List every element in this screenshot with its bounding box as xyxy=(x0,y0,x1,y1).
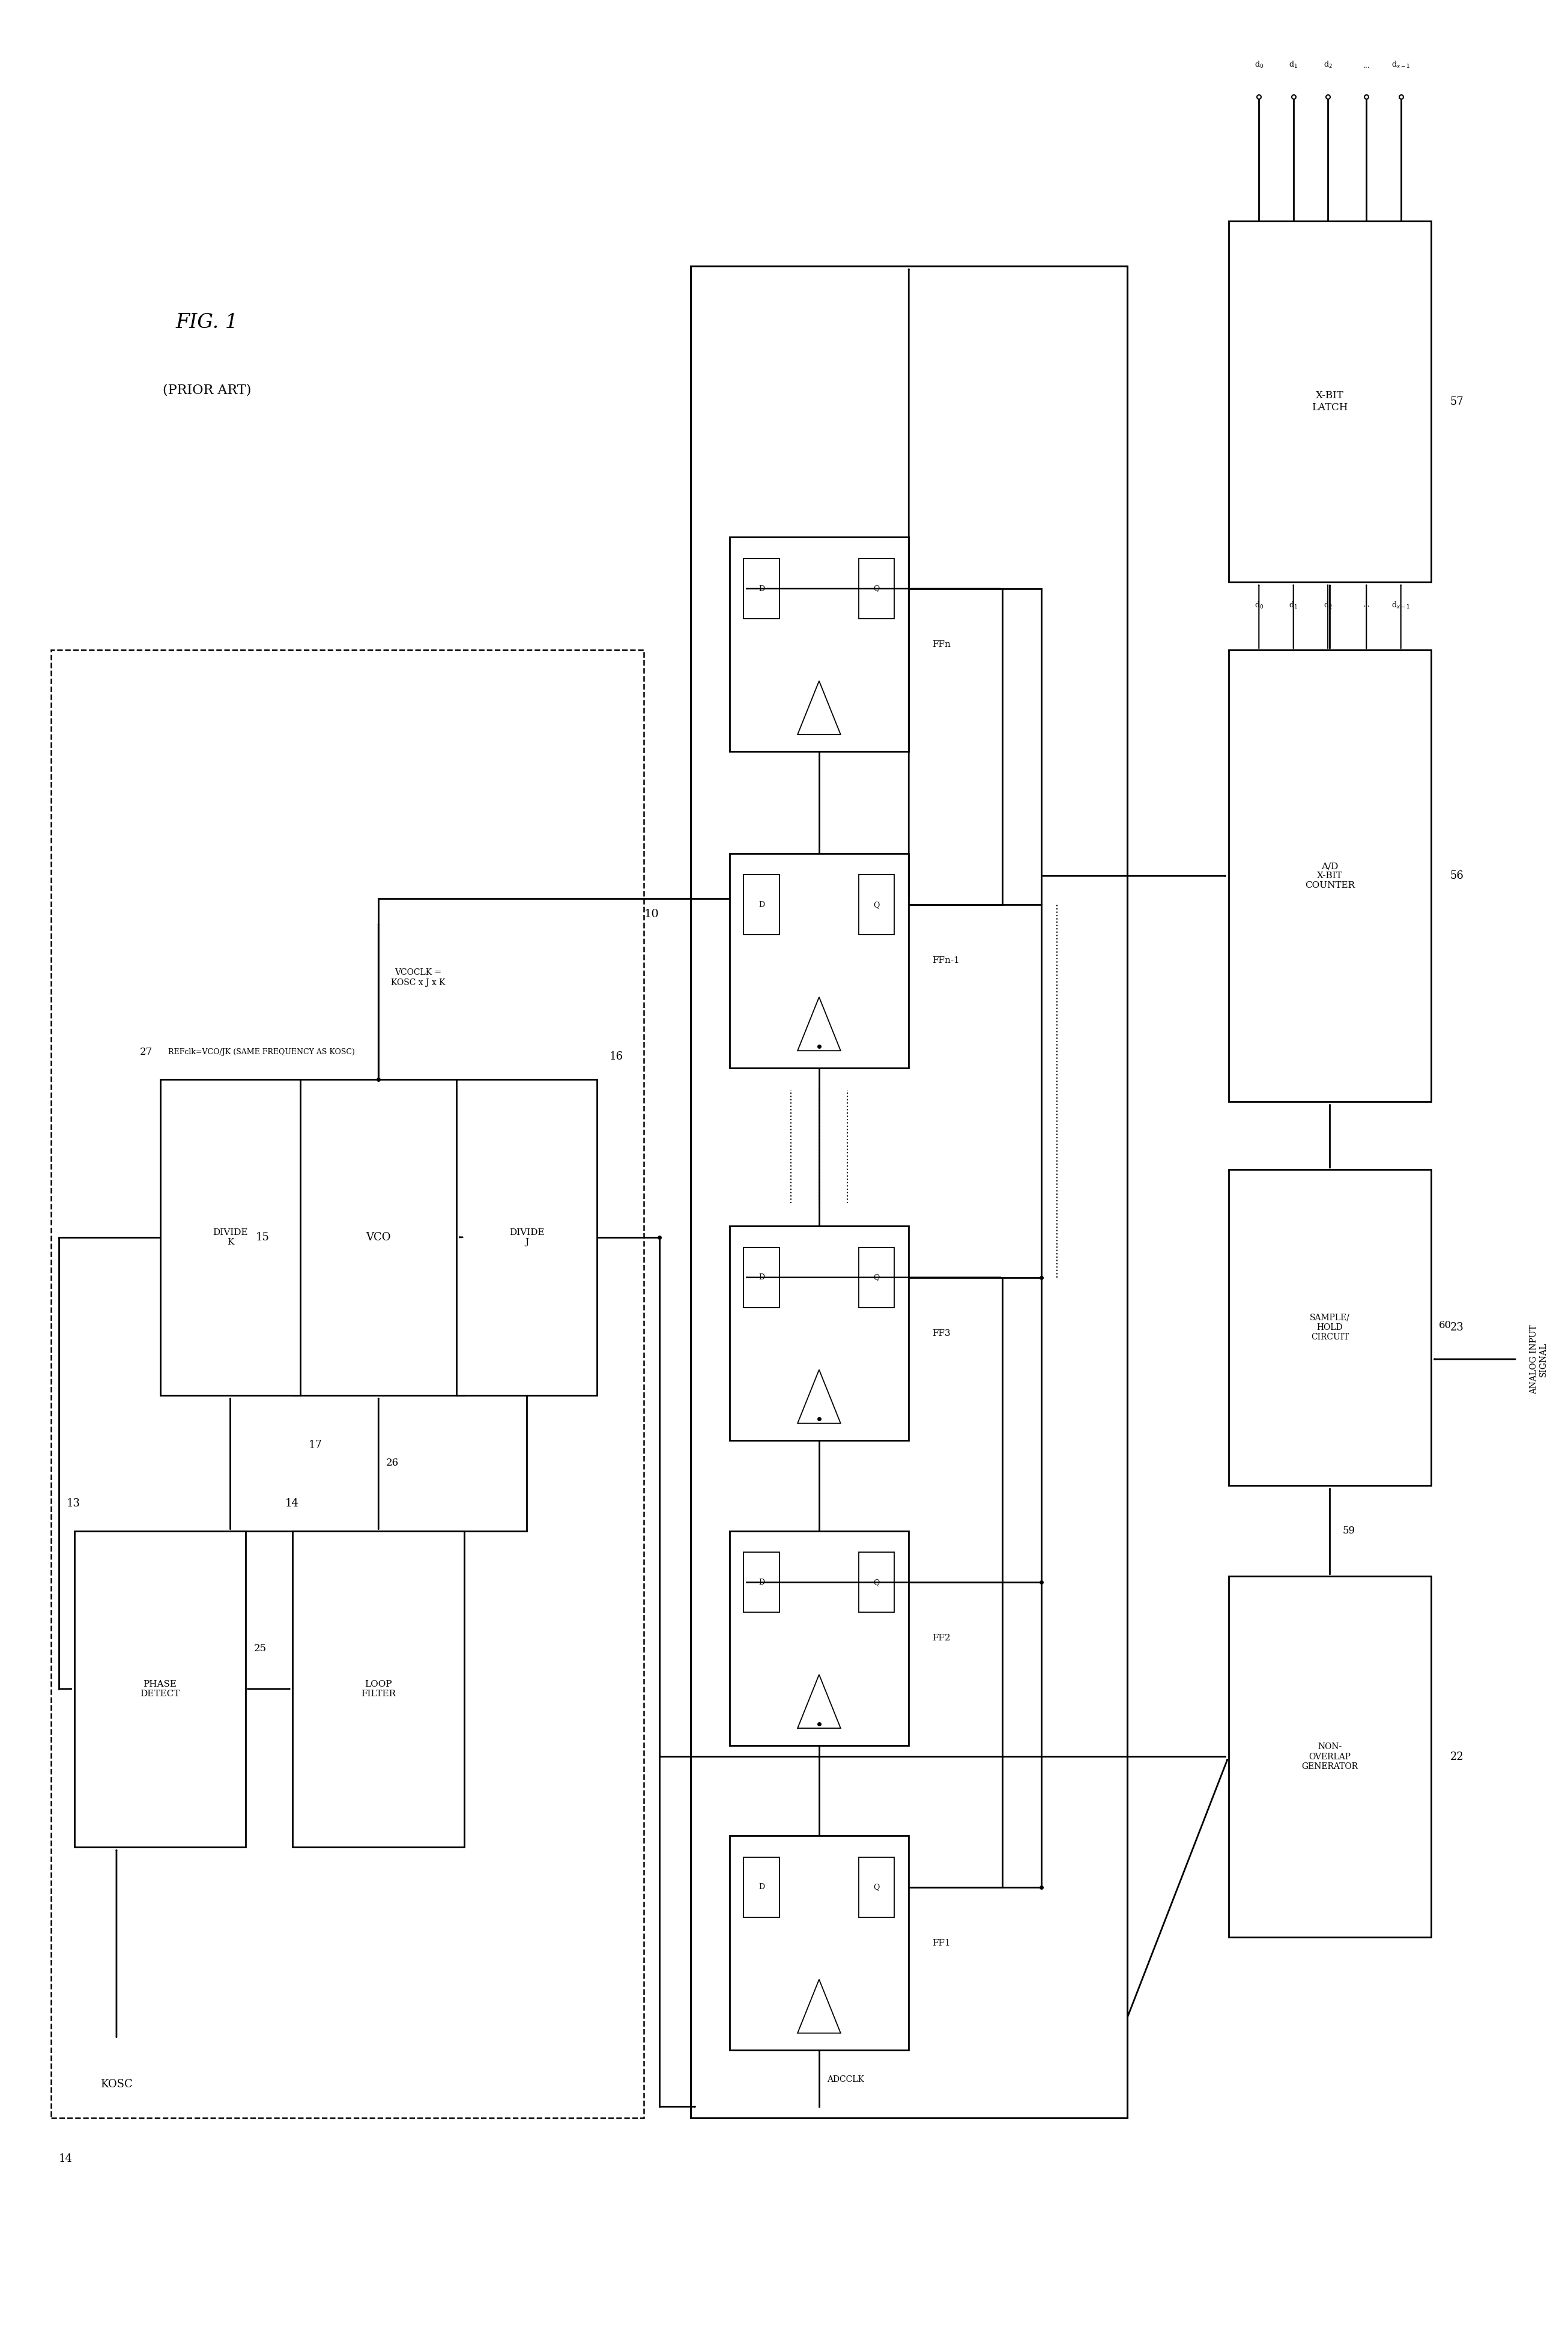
Text: REFclk=VCO/JK (SAME FREQUENCY AS KOSC): REFclk=VCO/JK (SAME FREQUENCY AS KOSC) xyxy=(168,1047,354,1057)
FancyBboxPatch shape xyxy=(456,1080,597,1395)
Text: d$_0$: d$_0$ xyxy=(1254,61,1264,70)
Text: ...: ... xyxy=(1363,61,1370,70)
Text: Q: Q xyxy=(873,1883,880,1890)
Text: D: D xyxy=(759,1883,765,1890)
Polygon shape xyxy=(798,998,840,1050)
FancyBboxPatch shape xyxy=(729,852,909,1068)
FancyBboxPatch shape xyxy=(1228,650,1432,1101)
Text: d$_1$: d$_1$ xyxy=(1289,601,1298,610)
Text: 22: 22 xyxy=(1450,1752,1463,1761)
Text: FF3: FF3 xyxy=(931,1329,950,1338)
FancyBboxPatch shape xyxy=(729,1836,909,2050)
FancyBboxPatch shape xyxy=(743,1247,779,1308)
Text: D: D xyxy=(759,902,765,909)
FancyBboxPatch shape xyxy=(859,1857,894,1918)
Text: 56: 56 xyxy=(1450,871,1463,880)
Text: 14: 14 xyxy=(58,2153,72,2165)
FancyBboxPatch shape xyxy=(293,1531,464,1848)
FancyBboxPatch shape xyxy=(729,1531,909,1745)
FancyBboxPatch shape xyxy=(1228,1576,1432,1937)
Text: 10: 10 xyxy=(644,909,659,920)
FancyBboxPatch shape xyxy=(743,1552,779,1613)
Text: 16: 16 xyxy=(610,1052,622,1061)
Text: LOOP
FILTER: LOOP FILTER xyxy=(361,1679,397,1698)
Text: DIVIDE
K: DIVIDE K xyxy=(213,1228,248,1247)
Text: FIG. 1: FIG. 1 xyxy=(176,312,238,333)
FancyBboxPatch shape xyxy=(859,1247,894,1308)
Text: ANALOG INPUT
SIGNAL: ANALOG INPUT SIGNAL xyxy=(1529,1324,1548,1395)
FancyBboxPatch shape xyxy=(859,876,894,935)
Polygon shape xyxy=(798,681,840,735)
Text: Q: Q xyxy=(873,585,880,592)
Polygon shape xyxy=(798,1979,840,2033)
Text: D: D xyxy=(759,585,765,592)
Text: 17: 17 xyxy=(309,1439,321,1451)
FancyBboxPatch shape xyxy=(1228,1169,1432,1486)
Text: 26: 26 xyxy=(386,1458,398,1468)
FancyBboxPatch shape xyxy=(1228,221,1432,582)
Text: VCO: VCO xyxy=(365,1233,390,1242)
Text: (PRIOR ART): (PRIOR ART) xyxy=(163,383,251,397)
Text: 25: 25 xyxy=(254,1644,267,1653)
FancyBboxPatch shape xyxy=(160,1080,301,1395)
Text: PHASE
DETECT: PHASE DETECT xyxy=(140,1679,180,1698)
Text: d$_{x-1}$: d$_{x-1}$ xyxy=(1392,61,1410,70)
Text: D: D xyxy=(759,1578,765,1587)
FancyBboxPatch shape xyxy=(743,1857,779,1918)
Text: d$_2$: d$_2$ xyxy=(1323,61,1333,70)
Text: d$_1$: d$_1$ xyxy=(1289,61,1298,70)
Text: SAMPLE/
HOLD
CIRCUIT: SAMPLE/ HOLD CIRCUIT xyxy=(1309,1313,1350,1341)
Text: Q: Q xyxy=(873,1578,880,1587)
Text: Q: Q xyxy=(873,1273,880,1282)
Text: X-BIT
LATCH: X-BIT LATCH xyxy=(1312,390,1348,413)
Text: FFn: FFn xyxy=(931,641,950,648)
Text: A/D
X-BIT
COUNTER: A/D X-BIT COUNTER xyxy=(1305,862,1355,890)
Text: FFn-1: FFn-1 xyxy=(931,956,960,965)
FancyBboxPatch shape xyxy=(729,538,909,751)
FancyBboxPatch shape xyxy=(74,1531,246,1848)
Text: 15: 15 xyxy=(256,1233,270,1242)
Text: d$_2$: d$_2$ xyxy=(1323,601,1333,610)
FancyBboxPatch shape xyxy=(859,1552,894,1613)
Text: 60: 60 xyxy=(1439,1320,1452,1331)
Text: 59: 59 xyxy=(1342,1526,1355,1536)
Polygon shape xyxy=(798,1674,840,1728)
Text: 23: 23 xyxy=(1450,1322,1463,1334)
Polygon shape xyxy=(798,1369,840,1423)
Text: KOSC: KOSC xyxy=(100,2078,133,2090)
FancyBboxPatch shape xyxy=(743,876,779,935)
Text: 27: 27 xyxy=(140,1047,152,1057)
Text: d$_0$: d$_0$ xyxy=(1254,601,1264,610)
Text: Q: Q xyxy=(873,902,880,909)
Text: FF2: FF2 xyxy=(931,1634,950,1641)
Text: ...: ... xyxy=(1363,601,1370,608)
Text: d$_{x-1}$: d$_{x-1}$ xyxy=(1392,601,1410,610)
Text: 57: 57 xyxy=(1450,397,1463,406)
Text: NON-
OVERLAP
GENERATOR: NON- OVERLAP GENERATOR xyxy=(1301,1742,1358,1770)
Text: ADCCLK: ADCCLK xyxy=(826,2076,864,2083)
FancyBboxPatch shape xyxy=(859,559,894,620)
Text: D: D xyxy=(759,1273,765,1282)
FancyBboxPatch shape xyxy=(743,559,779,620)
FancyBboxPatch shape xyxy=(293,1080,464,1395)
FancyBboxPatch shape xyxy=(729,1226,909,1442)
Text: 14: 14 xyxy=(285,1498,298,1510)
Text: 13: 13 xyxy=(66,1498,80,1510)
Text: DIVIDE
J: DIVIDE J xyxy=(510,1228,544,1247)
Text: FF1: FF1 xyxy=(931,1939,950,1946)
Text: VCOCLK =
KOSC x J x K: VCOCLK = KOSC x J x K xyxy=(390,967,445,986)
